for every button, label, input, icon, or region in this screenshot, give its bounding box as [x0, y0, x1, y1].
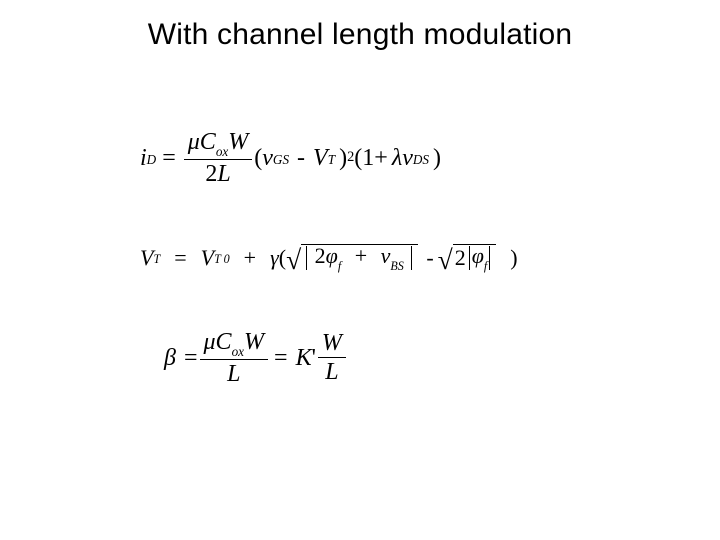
- fraction-bar: [184, 159, 253, 160]
- sym-phi-2: φ: [472, 243, 484, 268]
- var-i: i: [140, 146, 147, 170]
- var-C: C: [200, 129, 216, 155]
- sub-T-2: T: [153, 253, 160, 265]
- sub-T: T: [328, 153, 335, 166]
- sub-GS: GS: [273, 153, 289, 166]
- var-W-3: W: [322, 330, 342, 356]
- var-W-2: W: [244, 329, 264, 355]
- close-paren-3: ): [510, 247, 517, 269]
- abs-2: φf: [466, 245, 494, 270]
- sqrt-2: √ 2φf: [438, 244, 497, 272]
- var-v-2: v: [402, 146, 413, 170]
- var-v-3: v: [381, 243, 391, 268]
- equations-area: i D = μCoxW 2L ( vGS - VT )2 (1 + λvDS: [140, 130, 600, 386]
- minus-sign: -: [297, 146, 305, 170]
- var-V-2: V: [140, 247, 153, 269]
- equals-sign-4: =: [274, 346, 288, 370]
- sym-beta: β: [164, 346, 176, 370]
- var-V: V: [313, 146, 328, 170]
- sym-mu-2: μ: [204, 329, 216, 355]
- fraction-muCoxW-over-2L: μCoxW 2L: [184, 130, 253, 186]
- equation-threshold-voltage: VT = VT 0 + γ ( √ 2φf + vBS - √: [140, 244, 600, 272]
- sub-D: D: [147, 153, 157, 166]
- fraction-bar-3: [318, 357, 346, 358]
- sub-f: f: [338, 259, 341, 273]
- close-paren-2: ): [433, 146, 441, 170]
- var-L-2: L: [227, 361, 240, 387]
- equation-beta: β = μCoxW L = K' W L: [164, 330, 600, 386]
- var-V0: V: [201, 247, 214, 269]
- slide-title: With channel length modulation: [0, 18, 720, 52]
- var-W: W: [228, 129, 248, 155]
- sup-2: 2: [347, 150, 354, 164]
- sym-gamma: γ: [270, 247, 279, 269]
- equals-sign: =: [156, 146, 182, 170]
- minus-sign-2: -: [426, 247, 433, 269]
- var-v: v: [262, 146, 273, 170]
- equals-sign-3: =: [184, 346, 198, 370]
- open-paren-3: (: [279, 247, 286, 269]
- sym-phi: φ: [326, 243, 338, 268]
- sym-lambda: λ: [392, 146, 402, 170]
- plus-sign-3: +: [355, 243, 367, 268]
- sub-BS: BS: [390, 259, 403, 273]
- var-L-3: L: [325, 359, 338, 385]
- plus-sign-2: +: [244, 247, 256, 269]
- sub-DS: DS: [413, 153, 429, 166]
- num-2-c: 2: [455, 247, 466, 269]
- plus-sign: +: [374, 146, 388, 170]
- equals-sign-2: =: [174, 247, 186, 269]
- abs-1: 2φf + vBS: [303, 245, 415, 270]
- var-L: L: [217, 161, 230, 187]
- sub-ox-2: ox: [232, 344, 244, 359]
- fraction-muCoxW-over-L: μCoxW L: [200, 330, 269, 386]
- num-1: 1: [362, 146, 374, 170]
- sqrt-1: √ 2φf + vBS: [286, 244, 418, 272]
- num-2-b: 2: [315, 243, 326, 268]
- fraction-W-over-L: W L: [318, 331, 346, 384]
- radical-icon: √: [286, 246, 301, 274]
- sub-ox: ox: [216, 144, 228, 159]
- close-paren: ): [339, 146, 347, 170]
- sub-f-2: f: [484, 259, 487, 273]
- var-K: K: [296, 346, 312, 370]
- prime-sign: ': [312, 346, 316, 370]
- slide: With channel length modulation i D = μCo…: [0, 0, 720, 540]
- radical-icon-2: √: [438, 246, 453, 274]
- sub-T0: T 0: [214, 253, 230, 265]
- var-C-2: C: [216, 329, 232, 355]
- open-paren-2: (: [354, 146, 362, 170]
- equation-drain-current: i D = μCoxW 2L ( vGS - VT )2 (1 + λvDS: [140, 130, 600, 186]
- open-paren: (: [254, 146, 262, 170]
- sym-mu: μ: [188, 129, 200, 155]
- num-2: 2: [205, 161, 217, 187]
